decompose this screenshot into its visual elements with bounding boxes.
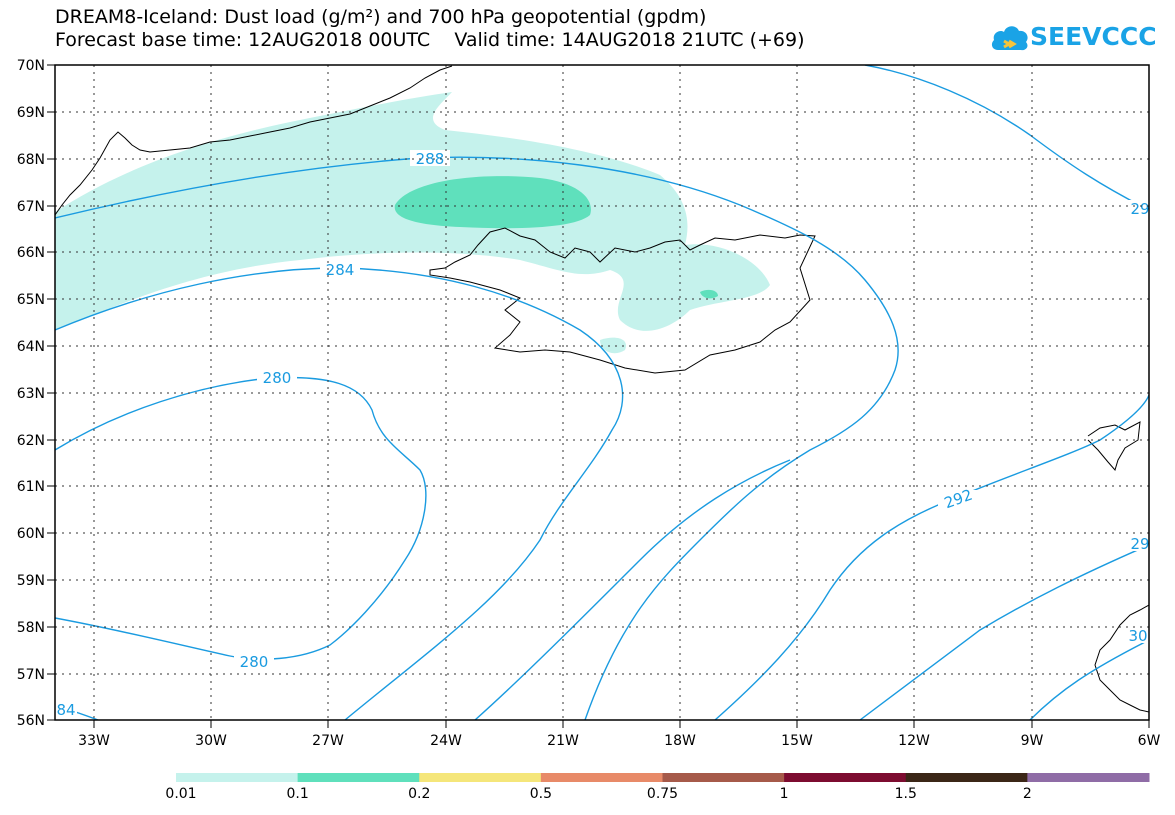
contour-300 bbox=[1029, 639, 1149, 720]
contour-label-280-b: 280 bbox=[240, 653, 269, 671]
contour-label-292: 292 bbox=[942, 486, 975, 513]
colorbar-swatch bbox=[784, 773, 907, 782]
map-title: DREAM8-Iceland: Dust load (g/m²) and 700… bbox=[55, 6, 707, 28]
lat-label: 59N bbox=[17, 573, 45, 589]
colorbar-label: 0.75 bbox=[646, 786, 679, 802]
colorbar-swatch bbox=[905, 773, 1028, 782]
lon-label: 15W bbox=[781, 733, 813, 749]
contour-288 bbox=[55, 156, 899, 720]
lat-label: 60N bbox=[17, 526, 45, 542]
contour-label-280-a: 280 bbox=[263, 369, 292, 387]
colorbar-label: 1 bbox=[779, 786, 789, 802]
colorbar-swatch bbox=[419, 773, 542, 782]
contour-label-29-a: 29 bbox=[1130, 200, 1149, 218]
lon-label: 18W bbox=[664, 733, 696, 749]
colorbar-label: 2 bbox=[1022, 786, 1032, 802]
greenland-coast bbox=[55, 65, 453, 216]
lon-label: 6W bbox=[1138, 733, 1161, 749]
lon-label: 33W bbox=[78, 733, 110, 749]
lon-label: 27W bbox=[312, 733, 344, 749]
lon-label: 24W bbox=[430, 733, 462, 749]
lat-labels: 70N 69N 68N 67N 66N 65N 64N 63N 62N 61N … bbox=[17, 58, 45, 729]
scandinavia-coast-1 bbox=[1087, 421, 1141, 472]
colorbar-label: 0.5 bbox=[529, 786, 553, 802]
lat-label: 57N bbox=[17, 667, 45, 683]
colorbar bbox=[176, 773, 1150, 782]
contour-296-lower bbox=[859, 544, 1149, 720]
dust-area-light-2 bbox=[600, 337, 626, 354]
lat-label: 68N bbox=[17, 152, 45, 168]
contour-label-29-b: 29 bbox=[1130, 535, 1149, 553]
colorbar-label: 0.2 bbox=[408, 786, 431, 802]
map-subtitle: Forecast base time: 12AUG2018 00UTC Vali… bbox=[55, 29, 805, 51]
colorbar-label: 1.5 bbox=[894, 786, 917, 802]
lat-label: 64N bbox=[17, 339, 45, 355]
logo-text: SEEVCCC bbox=[1030, 22, 1157, 51]
colorbar-swatch bbox=[297, 773, 420, 782]
lat-label: 67N bbox=[17, 199, 45, 215]
gridlines bbox=[55, 65, 1149, 720]
colorbar-swatch bbox=[176, 773, 299, 782]
iceland-coast bbox=[429, 227, 816, 374]
dust-shading bbox=[55, 92, 770, 354]
colorbar-label: 0.1 bbox=[286, 786, 309, 802]
contour-280-upper bbox=[55, 376, 427, 660]
contour-label-84: 84 bbox=[56, 701, 75, 719]
tick-marks bbox=[47, 64, 1150, 728]
lat-label: 56N bbox=[17, 713, 45, 729]
contour-292 bbox=[714, 394, 1149, 720]
lat-label: 62N bbox=[17, 433, 45, 449]
coastlines bbox=[55, 65, 1149, 713]
lon-label: 12W bbox=[898, 733, 930, 749]
dust-area-mid-2 bbox=[700, 289, 718, 299]
contour-label-288: 288 bbox=[416, 150, 445, 168]
lon-label: 30W bbox=[195, 733, 227, 749]
colorbar-swatch bbox=[662, 773, 785, 782]
lon-labels: 33W 30W 27W 24W 21W 18W 15W 12W 9W 6W bbox=[78, 733, 1160, 749]
contour-mid-1 bbox=[474, 459, 791, 720]
colorbar-swatch bbox=[1027, 773, 1150, 782]
contour-284 bbox=[55, 267, 624, 720]
lat-label: 63N bbox=[17, 386, 45, 402]
cloud-icon bbox=[991, 26, 1028, 51]
lon-label: 21W bbox=[547, 733, 579, 749]
lat-label: 69N bbox=[17, 105, 45, 121]
contour-labels: 288 284 280 280 292 29 29 30 84 bbox=[55, 150, 1152, 719]
contour-label-284: 284 bbox=[326, 261, 355, 279]
lat-label: 65N bbox=[17, 292, 45, 308]
dust-area-mid bbox=[394, 176, 591, 229]
lon-label: 9W bbox=[1021, 733, 1044, 749]
contour-296-upper bbox=[864, 65, 1149, 211]
colorbar-label: 0.01 bbox=[165, 786, 197, 802]
seevccc-logo: SEEVCCC bbox=[990, 18, 1170, 58]
lat-label: 66N bbox=[17, 245, 45, 261]
lat-label: 58N bbox=[17, 620, 45, 636]
lat-label: 70N bbox=[17, 58, 45, 74]
lat-label: 61N bbox=[17, 479, 45, 495]
scotland-coast bbox=[1094, 604, 1149, 713]
contour-label-30: 30 bbox=[1128, 627, 1147, 645]
colorbar-swatch bbox=[540, 773, 663, 782]
